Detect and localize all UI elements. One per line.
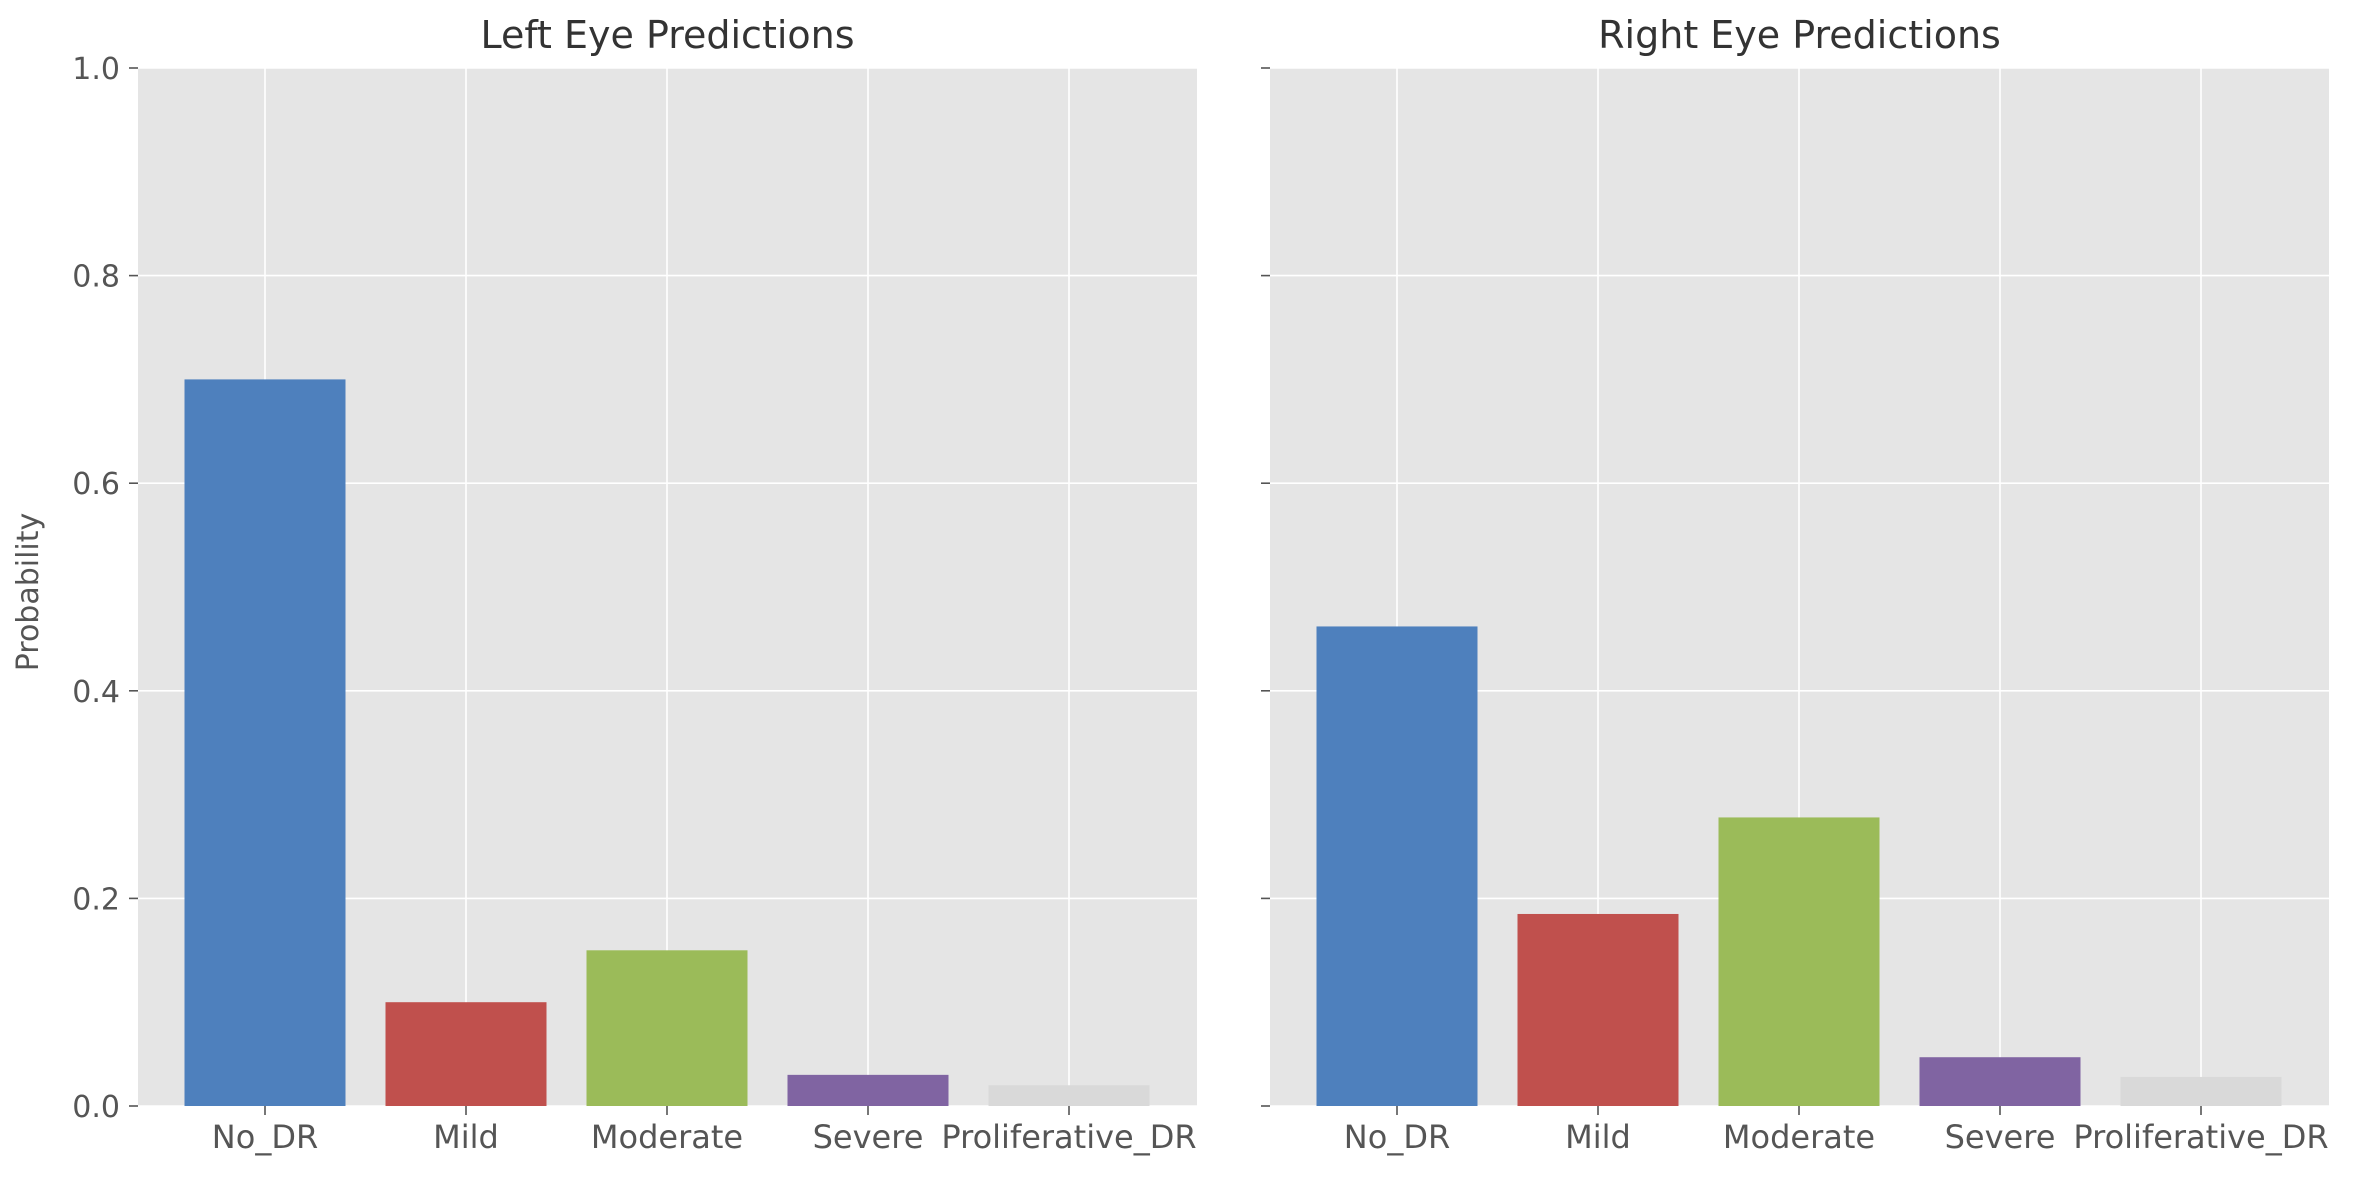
bar-severe bbox=[1919, 1057, 2081, 1106]
x-tick-label: Moderate bbox=[591, 1118, 743, 1156]
bar-proliferative-dr bbox=[988, 1085, 1150, 1106]
x-tick-label: Proliferative_DR bbox=[941, 1118, 1196, 1156]
x-tick-label: Mild bbox=[433, 1118, 499, 1156]
y-tick-label: 0.0 bbox=[72, 1090, 120, 1125]
bar-moderate bbox=[1718, 817, 1880, 1106]
bar-proliferative-dr bbox=[2120, 1076, 2282, 1106]
x-tick-label: Moderate bbox=[1723, 1118, 1875, 1156]
x-tick-label: No_DR bbox=[212, 1118, 318, 1156]
bar-no-dr bbox=[184, 379, 346, 1106]
bar-mild bbox=[385, 1002, 547, 1106]
chart-title-1: Left Eye Predictions bbox=[480, 13, 854, 57]
y-axis-label: Probability bbox=[11, 513, 46, 672]
y-tick-label: 0.2 bbox=[72, 882, 120, 917]
bar-no-dr bbox=[1316, 626, 1478, 1106]
y-tick-label: 0.6 bbox=[72, 467, 120, 502]
x-tick-label: Mild bbox=[1565, 1118, 1631, 1156]
y-tick-label: 0.8 bbox=[72, 260, 120, 295]
x-tick-label: Severe bbox=[1945, 1118, 2056, 1156]
bar-moderate bbox=[586, 950, 748, 1106]
x-tick-label: No_DR bbox=[1344, 1118, 1450, 1156]
y-tick-label: 1.0 bbox=[72, 52, 120, 87]
bar-mild bbox=[1517, 913, 1679, 1106]
x-tick-label: Severe bbox=[813, 1118, 924, 1156]
bar-severe bbox=[787, 1074, 949, 1106]
y-tick-label: 0.4 bbox=[72, 675, 120, 710]
x-tick-label: Proliferative_DR bbox=[2073, 1118, 2328, 1156]
chart-title-2: Right Eye Predictions bbox=[1598, 13, 2001, 57]
